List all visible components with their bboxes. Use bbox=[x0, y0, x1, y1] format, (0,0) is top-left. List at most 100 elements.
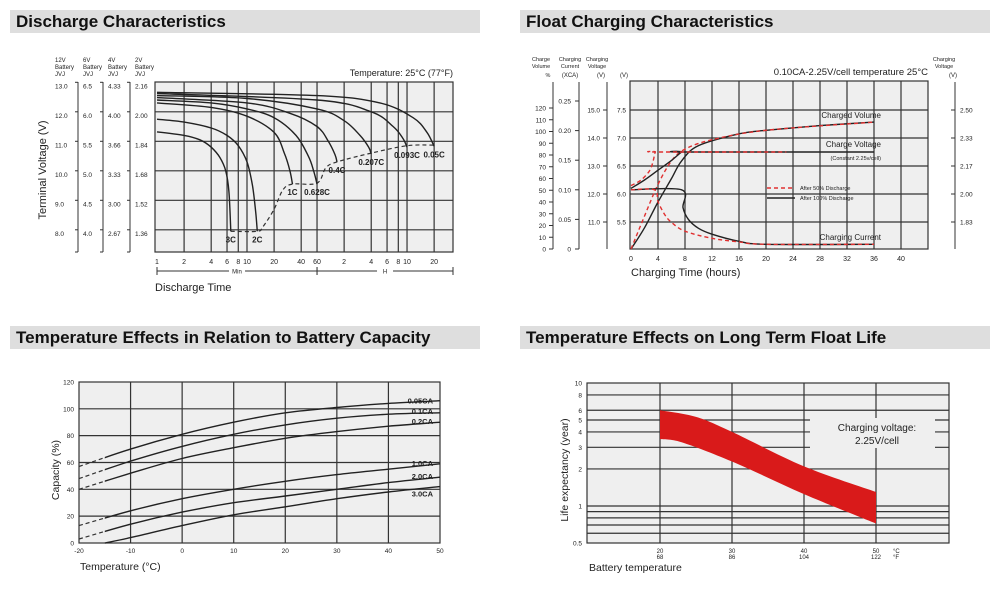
life-annotation-line1: Charging voltage: bbox=[838, 423, 916, 434]
voltage-tick-label: 5.5 bbox=[83, 142, 92, 149]
life-annotation-bg bbox=[810, 418, 935, 448]
life-y-tick-label: 6 bbox=[578, 408, 582, 415]
after-50-voltage-curve bbox=[630, 150, 787, 187]
capacity-x-tick-label: 50 bbox=[436, 548, 444, 555]
discharge-curve-label: 0.093C bbox=[394, 151, 420, 160]
float-x-tick-label: 20 bbox=[762, 256, 770, 263]
voltage-tick-label: 10.0 bbox=[55, 172, 68, 179]
charging-current-axis-header: Charging bbox=[559, 57, 581, 63]
capacity-y-axis-title: Capacity (%) bbox=[50, 440, 62, 500]
discharge-curve-label: 3C bbox=[226, 235, 236, 244]
discharge-range-label-bg bbox=[229, 267, 246, 275]
capacity-x-tick-label: 20 bbox=[282, 548, 290, 555]
after-100-voltage-curve bbox=[630, 150, 874, 189]
discharge-curve-0.4C bbox=[156, 96, 338, 163]
end-voltage-dashed-line bbox=[230, 144, 435, 233]
discharge-x-axis-title: Discharge Time bbox=[155, 282, 231, 294]
discharge-curve-2C bbox=[156, 118, 258, 232]
charge-volume-tick-label: 100 bbox=[535, 129, 546, 136]
discharge-x-tick-label: 10 bbox=[243, 259, 251, 266]
charging-current-tick-label: 0.25 bbox=[558, 99, 571, 106]
float-x-tick-label: 12 bbox=[708, 256, 716, 263]
voltage-column-header: Battery bbox=[83, 65, 102, 71]
life-y-tick-label: 0.5 bbox=[573, 541, 582, 548]
voltage-tick-label: 9.0 bbox=[55, 201, 64, 208]
capacity-y-tick-label: 80 bbox=[67, 433, 75, 440]
capacity-x-tick-label: 30 bbox=[333, 548, 341, 555]
charge-volume-tick-label: 0 bbox=[542, 247, 546, 254]
capacity-curve-label: 3.0CA bbox=[412, 490, 434, 499]
discharge-curve-0.05C bbox=[156, 91, 435, 147]
voltage-tick-label: 1.36 bbox=[135, 231, 148, 238]
charge-voltage-note: (Constant 2.25v/cell) bbox=[831, 156, 882, 162]
capacity-y-tick-label: 120 bbox=[63, 379, 74, 386]
charge-volume-tick-label: 20 bbox=[539, 223, 547, 230]
discharge-x-tick-label: 20 bbox=[430, 259, 438, 266]
charge-volume-axis-unit: % bbox=[546, 73, 551, 79]
voltage-tick-label: 2.00 bbox=[135, 113, 148, 120]
voltage-tick-label: 8.0 bbox=[55, 231, 64, 238]
voltage-column-header: 4V bbox=[108, 58, 115, 64]
charging-voltage-tick-label: 15.0 bbox=[587, 108, 600, 115]
charge-volume-tick-label: 70 bbox=[539, 164, 547, 171]
discharge-curve-1C bbox=[156, 102, 294, 185]
after-50-volume-curve bbox=[630, 121, 875, 250]
charging-voltage-tick-label: 12.0 bbox=[587, 192, 600, 199]
voltage-column-header: JVJ bbox=[83, 72, 93, 78]
voltage-tick-label: 4.00 bbox=[108, 113, 121, 120]
float-x-tick-label: 0 bbox=[629, 256, 633, 263]
voltage-column-header: JVJ bbox=[55, 72, 65, 78]
cell-voltage-tick-label: 2.50 bbox=[960, 108, 973, 115]
voltage-tick-label: 2.67 bbox=[108, 231, 121, 238]
voltage-tick-label: 4.0 bbox=[83, 231, 92, 238]
voltage-column-header: 6V bbox=[83, 58, 90, 64]
panel-header-temperature-capacity: Temperature Effects in Relation to Batte… bbox=[10, 326, 480, 349]
capacity-curve-label: 2.0CA bbox=[412, 472, 434, 481]
legend-100-label: After 100% Discharge bbox=[800, 196, 854, 202]
discharge-curve-label: 0.05C bbox=[423, 150, 445, 159]
voltage-6v-axis-unit: (V) bbox=[620, 73, 628, 79]
capacity-x-tick-label: 40 bbox=[385, 548, 393, 555]
cell-voltage-axis-header: Charging bbox=[933, 57, 955, 63]
float-x-tick-label: 4 bbox=[656, 256, 660, 263]
life-y-tick-label: 2 bbox=[578, 466, 582, 473]
discharge-x-tick-label: 40 bbox=[297, 259, 305, 266]
charge-volume-tick-label: 60 bbox=[539, 176, 547, 183]
panel-header-float-charging: Float Charging Characteristics bbox=[520, 10, 990, 33]
voltage-tick-label: 1.68 bbox=[135, 172, 148, 179]
discharge-y-axis-title: Terminal Voltage (V) bbox=[37, 120, 49, 219]
capacity-x-tick-label: 10 bbox=[230, 548, 238, 555]
capacity-curve-3.0CA bbox=[104, 485, 441, 544]
discharge-x-tick-label: 20 bbox=[270, 259, 278, 266]
charged-volume-label: Charged Volume bbox=[821, 111, 881, 120]
voltage-column-header: 2V bbox=[135, 58, 142, 64]
float-x-axis-title: Charging Time (hours) bbox=[631, 267, 740, 279]
discharge-x-tick-label: 4 bbox=[209, 259, 213, 266]
voltage-tick-label: 5.0 bbox=[83, 172, 92, 179]
voltage-column-header: Battery bbox=[55, 65, 74, 71]
discharge-curve-label: 1C bbox=[287, 188, 297, 197]
cell-voltage-tick-label: 1.83 bbox=[960, 220, 973, 227]
cell-voltage-tick-label: 2.00 bbox=[960, 192, 973, 199]
charging-current-tick-label: 0.10 bbox=[558, 187, 571, 194]
voltage-column-header: JVJ bbox=[135, 72, 145, 78]
voltage-tick-label: 6.0 bbox=[83, 113, 92, 120]
panel-header-discharge: Discharge Characteristics bbox=[10, 10, 480, 33]
float-conditions-note: 0.10CA-2.25V/cell temperature 25°C bbox=[774, 67, 928, 78]
voltage-6v-tick-label: 7.5 bbox=[617, 108, 626, 115]
discharge-temperature-note: Temperature: 25°C (77°F) bbox=[350, 68, 453, 78]
capacity-curve-label: 0.1CA bbox=[412, 407, 434, 416]
capacity-curve-label: 0.05CA bbox=[408, 397, 434, 406]
charge-voltage-label: Charge Voltage bbox=[826, 140, 882, 149]
capacity-curve-0.2CA bbox=[104, 421, 441, 482]
charging-current-axis-unit: (XCA) bbox=[562, 73, 578, 79]
voltage-column-header: Battery bbox=[135, 65, 154, 71]
float-x-tick-label: 36 bbox=[870, 256, 878, 263]
float-x-tick-label: 8 bbox=[683, 256, 687, 263]
discharge-x-tick-label: 6 bbox=[385, 259, 389, 266]
charging-current-tick-label: 0.20 bbox=[558, 128, 571, 135]
charge-volume-tick-label: 30 bbox=[539, 211, 547, 218]
life-expectancy-band bbox=[660, 410, 876, 524]
voltage-tick-label: 4.33 bbox=[108, 83, 121, 90]
